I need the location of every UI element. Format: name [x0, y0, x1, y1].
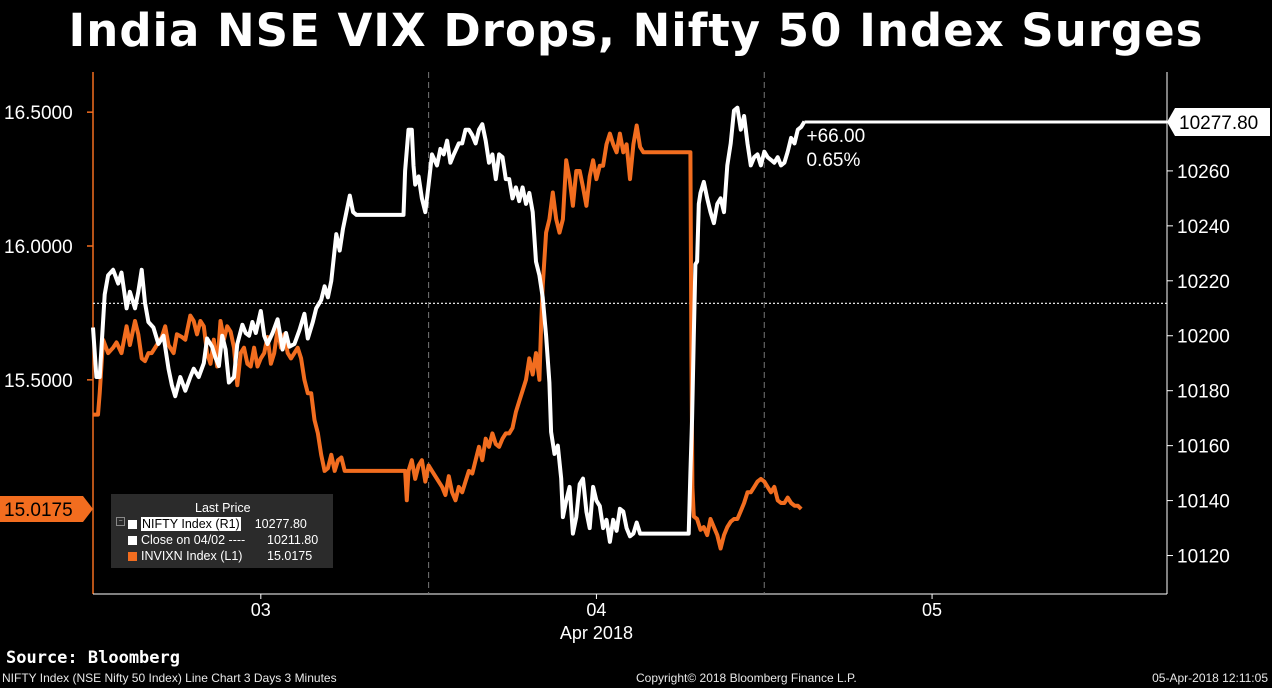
vix-series-line — [93, 123, 803, 551]
right-axis-tick-label: 10140 — [1177, 492, 1230, 513]
x-axis-tick-label: 03 — [251, 600, 271, 620]
source-label: Source: Bloomberg — [6, 648, 180, 668]
chart-legend[interactable]: − Last Price NIFTY Index (R1) 10277.80 Cl… — [111, 494, 333, 568]
left-axis-tick-label: 16.5000 — [4, 103, 73, 124]
legend-swatch-nifty — [128, 520, 137, 530]
right-axis-tick-label: 10200 — [1177, 327, 1230, 348]
legend-swatch-vix — [128, 552, 137, 562]
x-axis-tick-label: 05 — [922, 600, 942, 620]
nifty-last-value-flag — [1167, 108, 1270, 137]
legend-item-name: NIFTY Index (R1) — [141, 517, 241, 531]
legend-header: Last Price — [195, 501, 251, 515]
vix-last-value-flag — [0, 496, 93, 523]
footer-timestamp: 05-Apr-2018 12:11:05 — [1152, 671, 1268, 685]
legend-item-value: 15.0175 — [267, 549, 313, 563]
left-axis-tick-label: 15.5000 — [4, 371, 73, 392]
right-axis-tick-label: 10180 — [1177, 382, 1230, 403]
nifty-last-value-label: 10277.80 — [1179, 113, 1258, 134]
legend-item-vix: INVIXN Index (L1) 15.0175 — [128, 549, 312, 563]
legend-item-nifty: NIFTY Index (R1) 10277.80 — [128, 517, 307, 531]
legend-swatch-close — [128, 536, 137, 546]
footer-description: NIFTY Index (NSE Nifty 50 Index) Line Ch… — [2, 671, 337, 685]
change-pct-annotation: 0.65% — [807, 150, 861, 171]
footer-copyright: Copyright© 2018 Bloomberg Finance L.P. — [636, 671, 857, 685]
legend-item-close: Close on 04/02 ---- 10211.80 — [128, 533, 318, 547]
right-axis-tick-label: 10220 — [1177, 272, 1230, 293]
chart-title: India NSE VIX Drops, Nifty 50 Index Surg… — [68, 4, 1204, 57]
left-axis-tick-label: 16.0000 — [4, 237, 73, 258]
right-axis-tick-label: 10260 — [1177, 162, 1230, 183]
nifty-series-line — [91, 105, 807, 544]
vix-last-value-label: 15.0175 — [4, 500, 73, 521]
legend-item-value: 10277.80 — [254, 517, 307, 531]
right-axis-tick-label: 10160 — [1177, 437, 1230, 458]
legend-item-name: INVIXN Index (L1) — [141, 549, 243, 563]
legend-collapse-icon[interactable]: − — [116, 517, 125, 526]
x-axis-tick-label: 04 — [586, 600, 606, 620]
legend-item-value: 10211.80 — [267, 533, 319, 547]
change-annotation: +66.00 — [807, 126, 866, 147]
x-axis-label: Apr 2018 — [560, 623, 633, 643]
legend-item-name: Close on 04/02 ---- — [141, 533, 246, 547]
right-axis-tick-label: 10240 — [1177, 217, 1230, 238]
right-axis-tick-label: 10120 — [1177, 547, 1230, 568]
